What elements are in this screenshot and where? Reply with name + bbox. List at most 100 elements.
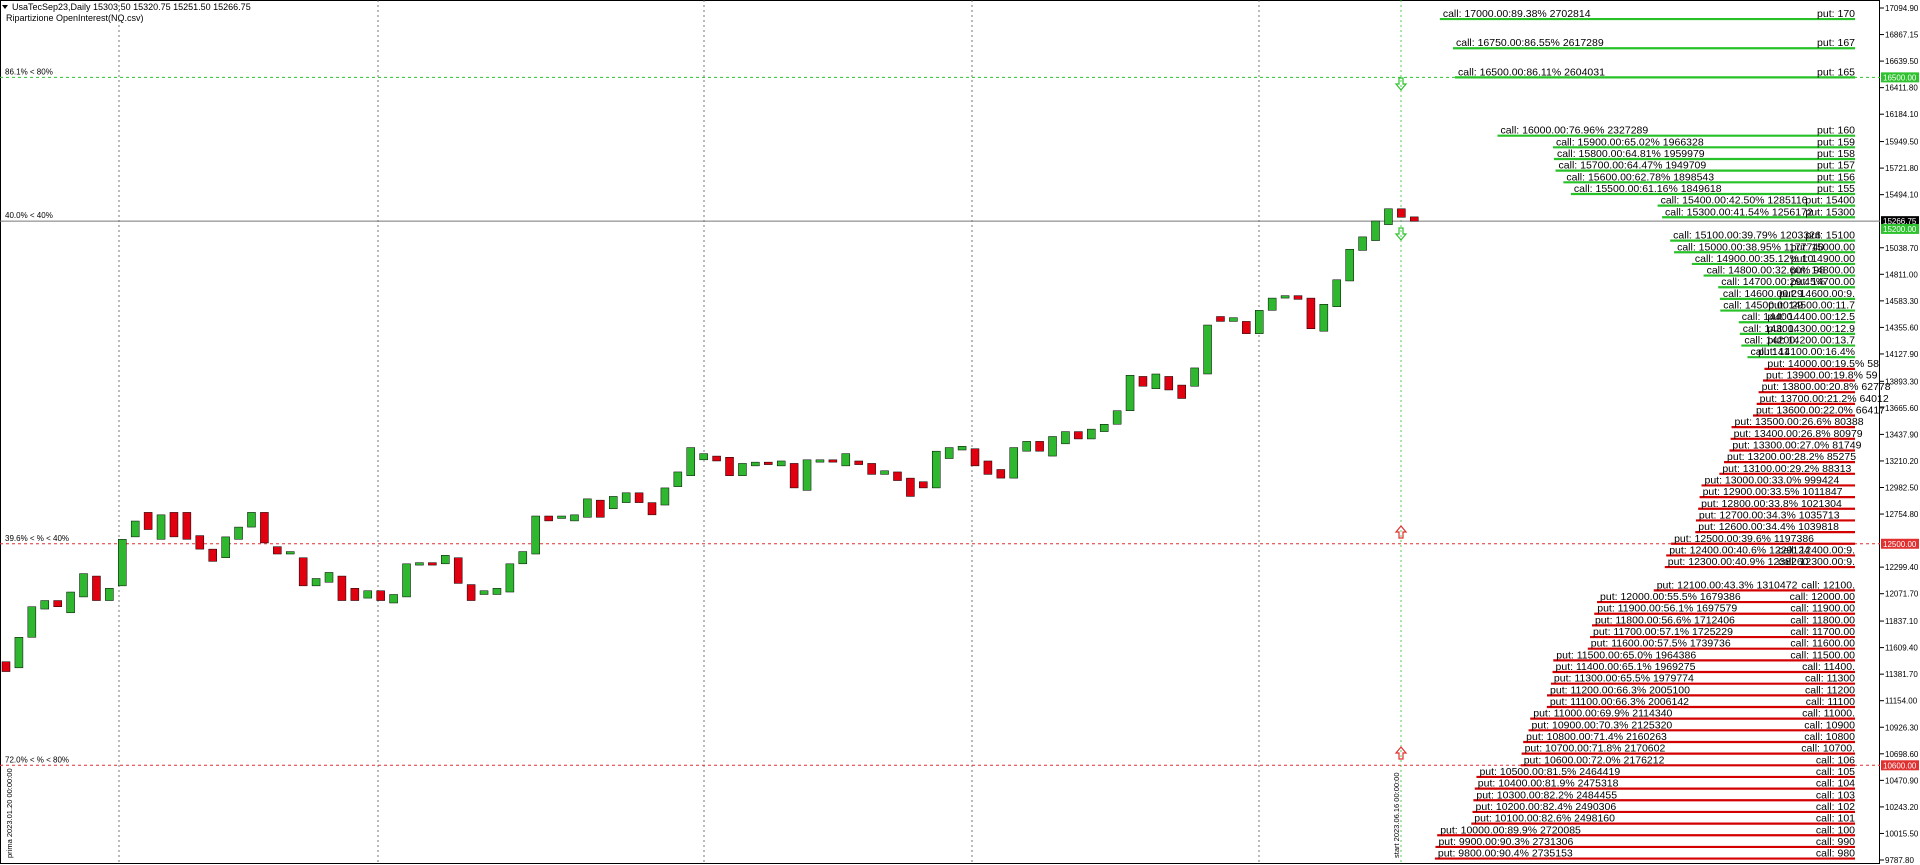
open-interest-label: put: 12300.00:40.9% 1238260 [1668,556,1809,568]
open-interest-label: call: 15700.00:64.47% 1949709 [1559,160,1707,172]
candle-body [1177,384,1186,399]
open-interest-label: put: 11000.00:69.9% 2114340 [1533,708,1672,720]
open-interest-right-label: put: 14900.00 [1791,253,1855,265]
y-tick-label: 15949.50 [1885,138,1919,147]
candle-body [1,661,11,672]
candle-body [1164,376,1174,391]
y-tick-label: 10926.30 [1885,723,1919,732]
open-interest-label: call: 15100.00:39.79% 1203326 [1673,230,1821,242]
open-interest-right-label: call: 11700.00 [1790,626,1855,638]
open-interest-right-label: call: 11200 [1805,684,1855,696]
candle-body [634,492,644,503]
open-interest-label: call: 17000.00:89.38% 2702814 [1443,8,1591,20]
candle-body [919,481,928,489]
candle-body [53,600,62,607]
open-interest-label: put: 13100.00:29.2% 88313 [1722,463,1851,475]
open-interest-right-label: call: 11100 [1806,696,1855,708]
candle-body [996,469,1006,479]
price-tag-label: 10600.00 [1883,761,1917,770]
y-tick-label: 13665.60 [1885,404,1919,413]
candle-body [324,572,334,583]
down-arrow [1394,227,1408,241]
candle-body [208,548,217,562]
date-label: start 2023.06.16 00:00:00 [1392,773,1401,859]
open-interest-label: call: 14600.00:29. [1723,288,1806,300]
candle-body [1384,208,1393,225]
candle-body [738,463,747,476]
y-tick-label: 13437.90 [1885,430,1919,439]
y-tick-label: 14355.60 [1885,323,1919,332]
open-interest-right-label: call: 104 [1816,778,1855,790]
open-interest-label: put: 11500.00:65.0% 1964386 [1556,649,1696,661]
open-interest-right-label: put: 15400 [1805,195,1855,207]
candle-body [570,514,579,522]
candle-body [1125,375,1135,411]
candle-body [118,539,127,587]
open-interest-right-label: call: 11900.00 [1790,603,1855,615]
open-interest-right-label: call: 12100. [1801,579,1855,591]
open-interest-label: call: 15300.00:41.54% 1256172 [1665,206,1813,218]
open-interest-label: put: 10200.00:82.4% 2490306 [1475,801,1616,813]
open-interest-right-label: call: 105 [1816,766,1855,778]
open-interest-right-label: put: 167 [1817,37,1855,49]
open-interest-label: put: 13300.00:27.0% 81749 [1732,439,1861,451]
y-tick-label: 15494.10 [1885,191,1919,200]
open-interest-right-label: put: 160 [1817,125,1855,137]
candle-body [802,459,812,491]
y-tick-label: 16184.10 [1885,110,1919,119]
candle-body [105,588,114,601]
candle-body [660,487,670,506]
candle-body [1151,373,1161,389]
candle-body [66,591,75,614]
candle-body [1358,236,1367,251]
y-tick-label: 10015.50 [1885,829,1919,838]
candle-body [1190,367,1199,387]
open-interest-label: call: 14400. [1742,311,1796,323]
candle-body [479,590,489,595]
level-label: 40.0% < 40% [5,211,53,220]
open-interest-right-label: put: 14700.00 [1791,276,1855,288]
open-interest-label: put: 12400.00:40.6% 1229124 [1669,544,1810,556]
open-interest-right-label: call: 980 [1816,848,1855,860]
open-interest-right-label: put: 15000.00 [1791,241,1855,253]
y-tick-label: 15038.70 [1885,244,1919,253]
open-interest-label: call: 15500.00:61.16% 1849618 [1574,183,1722,195]
candle-body [944,447,954,459]
y-tick-label: 14127.90 [1885,350,1919,359]
candle-body [815,459,825,463]
open-interest-label: call: 16500.00:86.11% 2604031 [1458,66,1605,78]
open-interest-label: put: 11300.00:65.5% 1979774 [1554,673,1694,685]
candle-body [880,470,889,475]
open-interest-label: call: 15600.00:62.78% 1898543 [1566,171,1714,183]
candle-body [1074,431,1083,440]
open-interest-label: put: 13700.00:21.2% 64012 [1760,393,1889,405]
y-tick-label: 13210.20 [1885,457,1919,466]
level-label: 86.1% < 80% [5,67,53,76]
candle-body [1345,248,1354,282]
candle-body [441,555,450,565]
open-interest-label: put: 10500.00:81.5% 2464419 [1479,766,1620,778]
open-interest-label: put: 10000.00:89.9% 2720085 [1440,824,1581,836]
open-interest-label: put: 10600.00:72.0% 2176212 [1524,754,1665,766]
candle-body [906,477,915,497]
open-interest-right-label: call: 102 [1816,801,1855,813]
candle-body [673,471,683,487]
candle-body [337,575,347,601]
candle-body [92,575,101,601]
open-interest-label: put: 13400.00:26.8% 80979 [1734,428,1863,440]
candle-body [1048,436,1057,457]
y-tick-label: 16411.80 [1885,84,1918,93]
y-tick-label: 16867.15 [1885,31,1919,40]
open-interest-right-label: put: 156 [1817,171,1855,183]
open-interest-right-label: put: 14800.00 [1791,265,1855,277]
open-interest-right-label: call: 100 [1816,824,1855,836]
candle-body [1216,316,1225,322]
candle-body [647,502,657,516]
y-tick-label: 14811.00 [1885,270,1918,279]
candle-body [1138,376,1148,387]
candle-body [260,512,269,544]
candle-body [389,594,398,604]
candle-body [1306,297,1316,330]
open-interest-label: put: 13200.00:28.2% 85275 [1727,451,1856,463]
candle-body [970,448,980,467]
